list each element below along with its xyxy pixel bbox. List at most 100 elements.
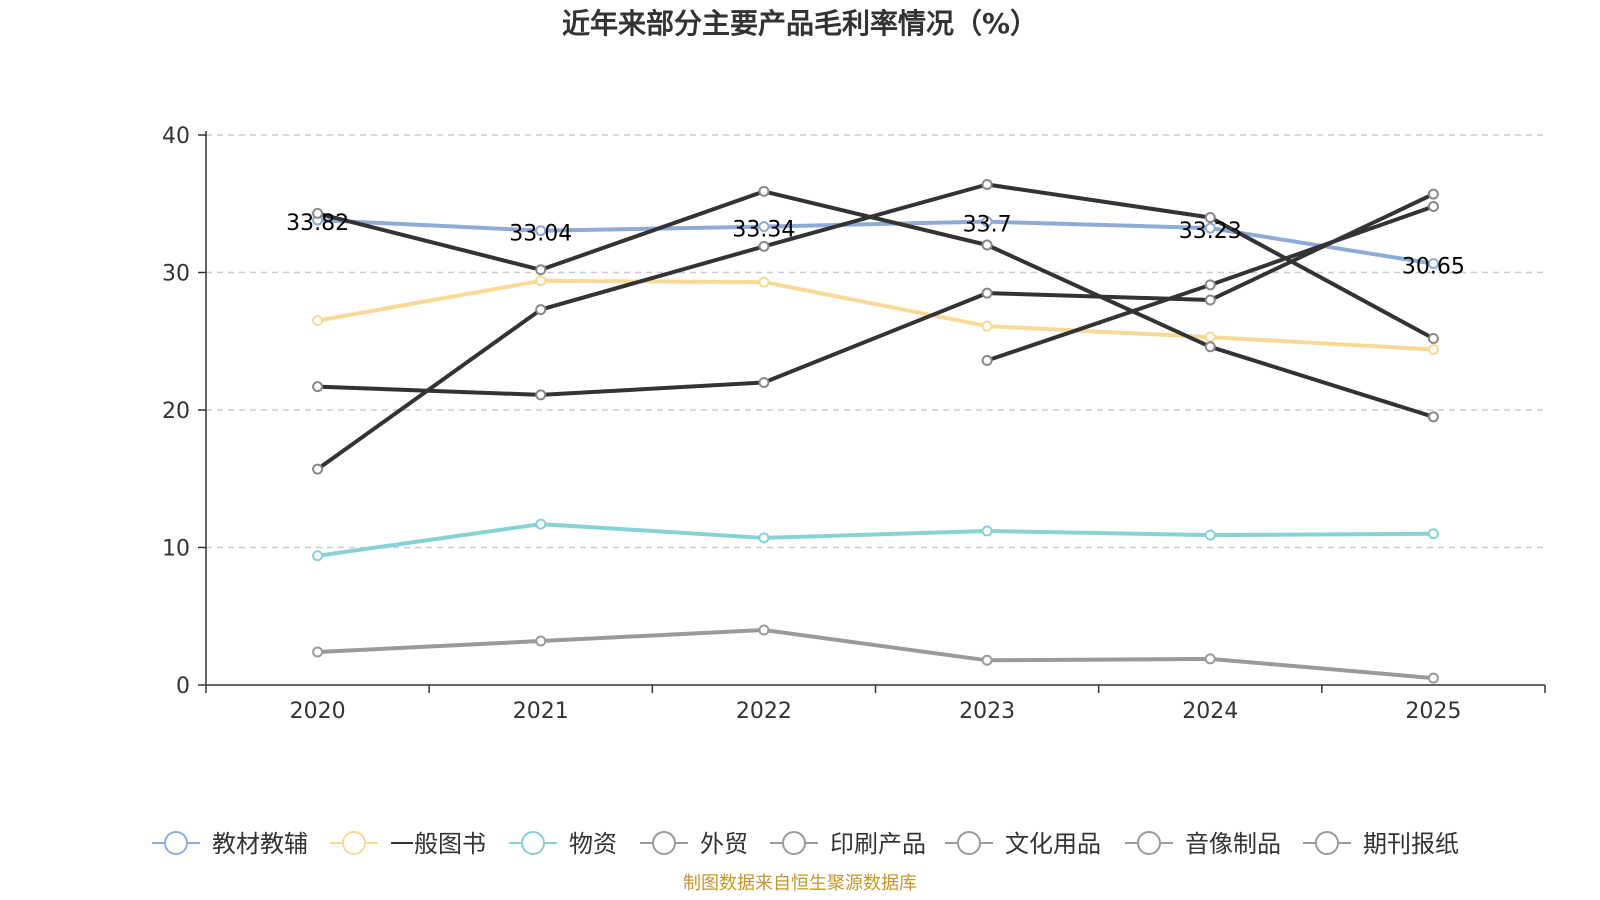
- data-point: [535, 635, 547, 647]
- legend-item-1[interactable]: 一般图书: [330, 830, 486, 858]
- series-line: [317, 522, 1434, 558]
- x-tick-label: 2020: [290, 699, 346, 724]
- legend-item-5[interactable]: 文化用品: [945, 830, 1101, 858]
- data-point: [535, 389, 547, 401]
- legend-marker-icon: [521, 831, 545, 855]
- series-1: [312, 275, 1439, 355]
- legend-marker-icon: [164, 831, 188, 855]
- y-tick-label: 0: [176, 674, 190, 699]
- data-point: [758, 624, 770, 636]
- legend-item-3[interactable]: 外贸: [640, 830, 748, 858]
- y-tick-label: 30: [162, 262, 190, 287]
- series-2: [312, 518, 1439, 562]
- data-point: [1204, 294, 1216, 306]
- source-note: 制图数据来自恒生聚源数据库: [683, 873, 917, 894]
- y-tick-label: 10: [162, 537, 190, 562]
- data-point: [1204, 222, 1216, 234]
- data-point: [1204, 331, 1216, 343]
- legend-marker-icon: [1137, 831, 1161, 855]
- x-tick-label: 2023: [959, 699, 1015, 724]
- data-label: 33.23: [1179, 219, 1242, 244]
- data-point: [758, 240, 770, 252]
- series-line: [317, 218, 1434, 266]
- legend-item-0[interactable]: 教材教辅: [152, 830, 308, 858]
- data-point: [1427, 333, 1439, 344]
- legend-label: 音像制品: [1185, 830, 1281, 858]
- chart-title: 近年来部分主要产品毛利率情况（%）: [562, 7, 1038, 40]
- legend-item-2[interactable]: 物资: [509, 830, 617, 858]
- data-point: [981, 179, 993, 190]
- data-point: [1427, 344, 1439, 355]
- data-point: [312, 381, 324, 393]
- legend-marker-icon: [957, 831, 981, 855]
- legend-label: 外贸: [700, 830, 748, 858]
- legend-label: 教材教辅: [212, 830, 308, 858]
- data-point: [1204, 341, 1216, 353]
- series-line: [317, 628, 1434, 681]
- legend-marker-icon: [342, 831, 366, 855]
- legend-label: 一般图书: [390, 830, 486, 858]
- data-point: [1204, 212, 1216, 223]
- legend-marker-icon: [1315, 831, 1339, 855]
- legend-label: 文化用品: [1005, 830, 1101, 858]
- series-7: [312, 185, 1439, 423]
- series-0: [312, 214, 1439, 270]
- data-point: [981, 216, 993, 228]
- data-point: [312, 315, 324, 327]
- data-point: [758, 276, 770, 288]
- data-point: [1427, 201, 1439, 212]
- data-point: [981, 320, 993, 332]
- series-line: [317, 278, 1434, 352]
- series-5: [312, 179, 1439, 475]
- legend-item-6[interactable]: 音像制品: [1125, 830, 1281, 858]
- x-tick-label: 2022: [736, 699, 792, 724]
- legend-label: 物资: [569, 830, 617, 858]
- data-point: [1204, 653, 1216, 665]
- data-point: [535, 518, 547, 530]
- legend-item-4[interactable]: 印刷产品: [770, 830, 926, 858]
- y-tick-label: 40: [162, 124, 190, 149]
- legend-marker-icon: [652, 831, 676, 855]
- data-point: [758, 221, 770, 233]
- x-tick-label: 2024: [1182, 699, 1238, 724]
- series-line: [316, 182, 1435, 471]
- data-point: [981, 239, 993, 251]
- y-tick-label: 20: [162, 399, 190, 424]
- data-point: [981, 654, 993, 666]
- data-point: [535, 304, 547, 316]
- data-point: [535, 225, 547, 237]
- legend-item-7[interactable]: 期刊报纸: [1303, 830, 1459, 858]
- data-label: 33.34: [732, 218, 795, 243]
- series-3: [312, 624, 1439, 684]
- x-tick-label: 2021: [513, 699, 569, 724]
- data-point: [758, 532, 770, 544]
- data-label: 33.82: [286, 211, 349, 236]
- series-6: [981, 201, 1439, 366]
- data-point: [312, 550, 324, 562]
- data-point: [1427, 528, 1439, 540]
- data-point: [981, 525, 993, 537]
- data-point: [535, 264, 547, 276]
- data-point: [312, 646, 324, 658]
- data-point: [1204, 529, 1216, 541]
- data-label: 33.04: [509, 222, 572, 247]
- data-point: [1204, 279, 1216, 291]
- series-4: [312, 188, 1439, 401]
- data-point: [1427, 411, 1439, 423]
- legend-label: 期刊报纸: [1363, 830, 1459, 858]
- data-label: 30.65: [1402, 255, 1465, 280]
- data-point: [312, 463, 324, 475]
- data-point: [758, 185, 770, 197]
- data-point: [758, 377, 770, 388]
- data-point: [981, 355, 993, 366]
- legend-label: 印刷产品: [830, 830, 926, 858]
- data-point: [1427, 188, 1439, 200]
- legend-marker-icon: [782, 831, 806, 855]
- series-line: [317, 189, 1434, 419]
- x-tick-label: 2025: [1405, 699, 1461, 724]
- series-line: [317, 192, 1435, 397]
- data-point: [535, 275, 547, 287]
- data-point: [981, 287, 993, 299]
- data-label: 33.7: [963, 213, 1012, 238]
